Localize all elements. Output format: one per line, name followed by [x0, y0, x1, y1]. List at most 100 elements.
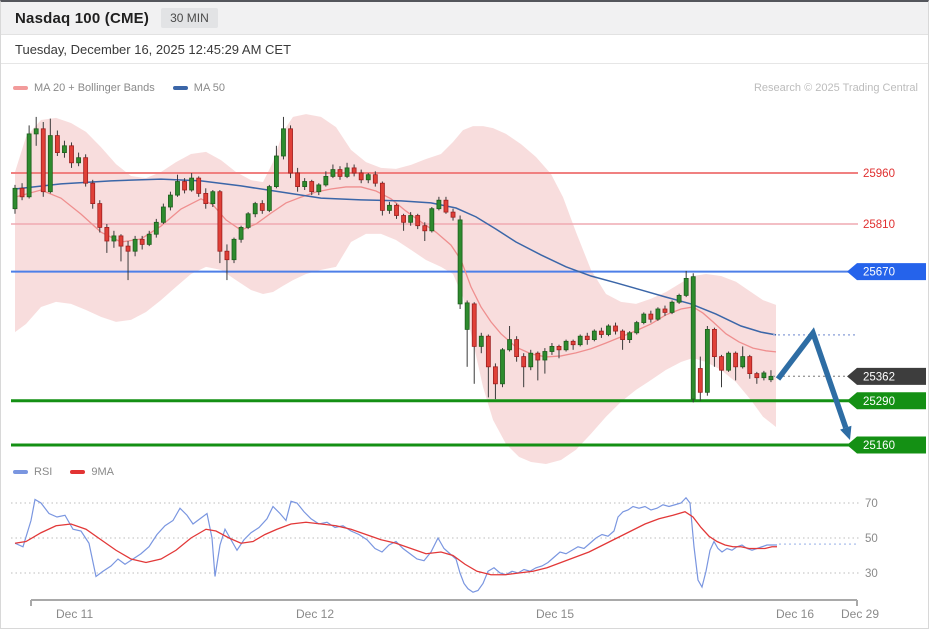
candle-body: [83, 157, 89, 184]
candle-body: [450, 211, 456, 218]
candle-body: [76, 157, 81, 164]
candle-body: [655, 308, 661, 320]
candle-body: [606, 325, 611, 335]
candle-body: [598, 330, 604, 335]
candle-body: [323, 175, 329, 186]
candle-body: [478, 335, 484, 347]
candle-body: [493, 366, 498, 385]
candle-body: [697, 368, 703, 393]
candle-body: [613, 325, 618, 332]
candle-body: [379, 182, 385, 211]
x-axis-label-Dec-15: Dec 15: [536, 607, 574, 621]
x-axis-label-Dec-12: Dec 12: [296, 607, 334, 621]
candle-body: [577, 335, 583, 346]
ma50-line: [14, 178, 777, 336]
rsi-9ma-legend-swatch: [70, 470, 86, 474]
price-badge-25290-text: 25290: [863, 396, 895, 408]
candle-body: [500, 349, 505, 385]
rsi-tick-30: 30: [865, 568, 878, 580]
x-axis-label-Dec-11: Dec 11: [56, 607, 93, 621]
ma20-line: [14, 186, 777, 358]
candle-body: [210, 191, 216, 204]
candle-body: [69, 145, 74, 164]
price-badge-25160-text: 25160: [863, 440, 895, 452]
candle-body: [160, 206, 166, 223]
candle-body: [295, 172, 301, 187]
candle-body: [47, 135, 53, 193]
candle-body: [54, 135, 60, 154]
candle-body: [97, 203, 103, 228]
rsi-path: [14, 496, 777, 593]
price-label-25810: 25810: [863, 219, 895, 231]
candle-body: [761, 372, 767, 379]
candle-body: [740, 356, 746, 368]
candle-body: [344, 167, 350, 177]
candle-body: [330, 169, 336, 177]
candle-body: [309, 181, 315, 193]
ma20-path: [14, 186, 777, 358]
page-title: Nasdaq 100 (CME): [15, 9, 150, 27]
x-axis-label-Dec-29: Dec 29: [841, 607, 879, 621]
candle-body: [726, 352, 731, 371]
price-level-badges: 25960 25810 25670 25290 25160 25362: [847, 168, 926, 454]
candle-body: [90, 182, 96, 204]
current-price-badge: [847, 367, 926, 385]
candle-body: [146, 233, 152, 245]
candle-body: [747, 356, 753, 375]
price-badge-25670: [847, 263, 926, 281]
candle-body: [139, 238, 145, 245]
candle-body: [238, 226, 244, 240]
ma50-legend-swatch: [172, 86, 188, 90]
rsi-legend-label: RSI: [34, 466, 53, 478]
candle-body: [132, 238, 138, 252]
candle-body: [288, 128, 293, 174]
x-axis: Dec 11 Dec 12 Dec 15 Dec 16 Dec 29: [30, 599, 879, 621]
candle-body: [316, 184, 322, 193]
header-divider: [1, 63, 928, 64]
candle-body: [408, 215, 414, 223]
ma20-legend-label: MA 20 + Bollinger Bands: [34, 82, 155, 94]
legend-item-ma50: MA 50: [172, 82, 225, 94]
bollinger-fill: [15, 114, 776, 465]
price-label-25960: 25960: [863, 168, 895, 180]
candle-body: [415, 215, 421, 227]
candle-body: [719, 356, 724, 371]
candle-body: [245, 213, 251, 228]
candle-body: [542, 351, 548, 361]
chart-datetime: Tuesday, December 16, 2025 12:45:29 AM C…: [15, 42, 292, 57]
candle-body: [507, 339, 512, 351]
candle-body: [12, 187, 18, 210]
candle-body: [351, 167, 357, 174]
rsi-legend: RSI 9MA: [13, 466, 132, 478]
candle-body: [337, 169, 343, 177]
candle-body: [535, 352, 541, 361]
candle-body: [549, 345, 555, 352]
legend-item-ma20-bollinger: MA 20 + Bollinger Bands: [13, 82, 155, 94]
candle-body: [189, 177, 195, 191]
ma50-legend-label: MA 50: [193, 82, 225, 94]
candle-body: [443, 199, 449, 213]
rsi-9ma-legend-label: 9MA: [91, 466, 114, 478]
candle-body: [528, 352, 534, 368]
x-axis-label-Dec-16: Dec 16: [776, 607, 814, 621]
price-badge-25670-text: 25670: [863, 267, 895, 279]
research-credit: Research © 2025 Trading Central: [753, 82, 918, 94]
candle-body: [521, 356, 527, 368]
candle-body: [422, 225, 428, 232]
candle-body: [648, 313, 654, 320]
rsi-tick-70: 70: [865, 498, 878, 510]
candle-body: [372, 174, 378, 184]
candle-body: [563, 340, 569, 351]
candle-body: [33, 128, 39, 135]
bollinger-band: [15, 114, 776, 465]
scenario-arrow-shaft: [775, 327, 849, 429]
rsi-tick-50: 50: [865, 533, 878, 545]
candle-body: [19, 187, 25, 198]
candle-body: [175, 181, 180, 196]
candle-body: [627, 332, 633, 340]
candle-body: [641, 313, 647, 324]
candle-body: [690, 276, 696, 400]
candle-body: [401, 215, 406, 223]
